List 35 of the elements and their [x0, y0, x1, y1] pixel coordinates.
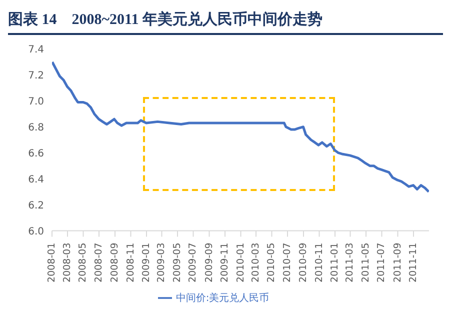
- x-tick-label: 2010-09: [298, 242, 310, 282]
- x-tick-label: 2008-11: [125, 242, 136, 282]
- y-tick-label: 6.6: [28, 148, 44, 160]
- x-tick-label: 2009-09: [204, 242, 215, 282]
- y-tick-label: 6.2: [28, 200, 44, 212]
- x-tick-label: 2010-11: [314, 242, 325, 282]
- x-tick-label: 2008-03: [62, 242, 73, 282]
- x-tick-label: 2009-11: [220, 242, 231, 282]
- line-series: [52, 60, 429, 194]
- y-tick-label: 6.8: [28, 122, 44, 134]
- x-tick-label: 2009-03: [156, 242, 168, 282]
- chart-title: 图表 14 2008~2011 年美元兑人民币中间价走势: [8, 8, 443, 35]
- x-tick-label: 2010-05: [266, 242, 278, 282]
- y-tick-label: 7.4: [28, 44, 44, 56]
- x-tick-label: 2011-03: [344, 242, 356, 282]
- x-tick-label: 2011-01: [330, 242, 341, 282]
- x-tick-label: 2011-05: [360, 242, 372, 282]
- x-tick-label: 2010-03: [250, 242, 262, 282]
- x-tick-label: 2010-01: [235, 242, 246, 282]
- x-tick-label: 2008-09: [110, 242, 121, 282]
- x-tick-label: 2011-11: [408, 242, 420, 282]
- x-tick-label: 2008-07: [93, 242, 104, 282]
- x-tick-label: 2011-07: [376, 242, 388, 282]
- y-tick-label: 7.0: [28, 96, 44, 108]
- x-tick-label: 2010-07: [282, 242, 293, 282]
- y-tick-label: 7.2: [28, 70, 44, 82]
- y-tick-label: 6.0: [28, 226, 44, 238]
- x-tick-label: 2009-05: [172, 242, 183, 282]
- y-tick-label: 6.4: [28, 174, 44, 186]
- x-tick-label: 2008-05: [78, 242, 89, 282]
- x-tick-label: 2008-01: [46, 242, 58, 282]
- x-tick-label: 2009-01: [141, 242, 152, 282]
- legend-label: 中间价:美元兑人民币: [176, 292, 270, 304]
- x-tick-label: 2009-07: [188, 242, 199, 282]
- x-tick-label: 2011-09: [392, 242, 404, 282]
